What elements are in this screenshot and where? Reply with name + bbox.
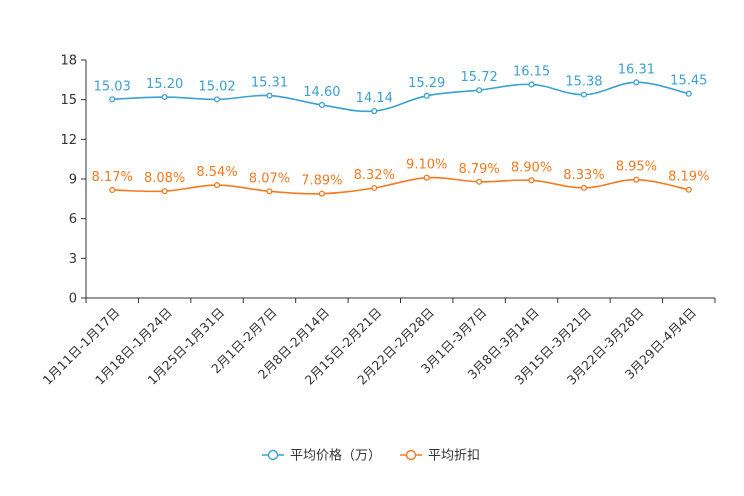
legend-marker xyxy=(405,449,417,461)
data-label: 14.14 xyxy=(356,91,393,106)
data-label: 15.20 xyxy=(146,77,183,92)
data-label: 16.15 xyxy=(513,64,550,79)
data-point xyxy=(266,188,273,195)
legend: 平均价格（万） 平均折扣 xyxy=(262,448,480,464)
y-tick-label: 3 xyxy=(69,252,77,267)
data-point xyxy=(580,91,588,98)
data-point xyxy=(476,87,483,94)
series-lines xyxy=(109,79,692,197)
y-tick-label: 9 xyxy=(69,173,77,188)
data-point xyxy=(528,177,535,184)
data-point xyxy=(528,81,535,88)
data-label: 15.29 xyxy=(408,76,445,91)
data-label: 8.17% xyxy=(92,170,133,185)
data-label: 8.08% xyxy=(144,171,185,186)
y-tick-label: 12 xyxy=(60,133,77,148)
data-label: 8.95% xyxy=(616,160,657,175)
data-point xyxy=(266,92,273,99)
legend-item-discount: 平均折扣 xyxy=(400,449,480,464)
data-label: 15.38 xyxy=(565,75,602,90)
series-line-price xyxy=(112,81,689,113)
legend-label: 平均价格（万） xyxy=(290,448,381,464)
data-point xyxy=(161,93,168,101)
data-point xyxy=(685,186,692,193)
data-point xyxy=(633,79,640,86)
data-point xyxy=(580,184,588,191)
data-label: 8.19% xyxy=(668,170,709,185)
data-point xyxy=(318,101,325,109)
data-label: 15.72 xyxy=(461,70,498,85)
legend-label: 平均折扣 xyxy=(428,449,480,464)
data-label: 16.31 xyxy=(618,62,655,77)
data-label: 9.10% xyxy=(406,158,447,173)
legend-marker xyxy=(267,449,279,461)
data-point xyxy=(161,188,168,195)
y-tick-label: 6 xyxy=(69,212,77,227)
data-point xyxy=(371,184,378,192)
series-line-discount xyxy=(112,176,689,195)
data-labels: 15.03 15.20 15.02 15.31 14.60 14.14 15.29 15.72… xyxy=(92,62,710,188)
data-label: 15.03 xyxy=(94,79,131,94)
data-point xyxy=(318,190,325,197)
data-label: 15.45 xyxy=(670,74,707,89)
data-point xyxy=(476,178,483,185)
data-label: 14.60 xyxy=(303,85,340,100)
data-point xyxy=(213,96,221,103)
data-label: 8.90% xyxy=(511,160,552,175)
data-point xyxy=(109,96,116,103)
data-label: 8.79% xyxy=(458,162,499,177)
data-label: 7.89% xyxy=(301,174,342,189)
data-point xyxy=(685,90,692,97)
data-point xyxy=(213,182,221,189)
y-tick-label: 15 xyxy=(60,93,77,108)
data-point xyxy=(109,186,116,194)
y-tick-label: 18 xyxy=(60,54,77,69)
data-label: 8.33% xyxy=(563,168,604,183)
data-point xyxy=(423,174,430,181)
data-label: 15.02 xyxy=(198,79,235,94)
data-label: 8.07% xyxy=(249,171,290,186)
data-label: 8.32% xyxy=(354,168,395,183)
data-label: 15.31 xyxy=(251,76,288,91)
y-tick-label: 0 xyxy=(69,292,77,307)
data-point xyxy=(423,92,430,99)
data-label: 8.54% xyxy=(196,165,237,180)
legend-item-price: 平均价格（万） xyxy=(262,448,381,464)
data-point xyxy=(371,107,378,115)
data-point xyxy=(633,176,640,183)
